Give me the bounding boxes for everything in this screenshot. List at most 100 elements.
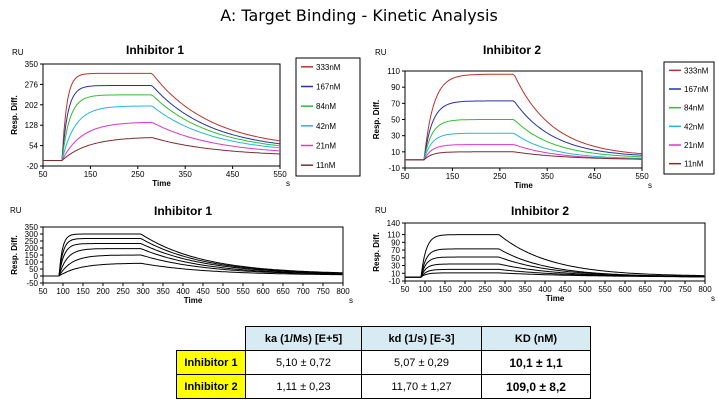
legend-label: 333nM <box>684 66 709 75</box>
x-tick-label: 250 <box>116 287 130 296</box>
x-tick-label: 100 <box>418 285 432 294</box>
x-tick-label: 200 <box>458 285 472 294</box>
chart-title: Inhibitor 1 <box>126 43 184 57</box>
series-line-167nM <box>43 85 281 161</box>
y-tick-label: 350 <box>25 223 39 232</box>
legend-label: 11nM <box>316 161 336 170</box>
x-unit-label: s <box>286 179 290 188</box>
x-axis-label: Time <box>152 179 171 188</box>
y-tick-label: 50 <box>29 265 38 274</box>
table-row: Inhibitor 2 1,11 ± 0,23 11,70 ± 1,27 109… <box>176 374 591 399</box>
cell-KD: 109,0 ± 8,2 <box>481 374 591 399</box>
header-ka: ka (1/Ms) [E+5] <box>245 326 362 351</box>
x-unit-label: s <box>648 181 652 190</box>
y-tick-label: -10 <box>388 277 400 286</box>
y-tick-label: 110 <box>387 231 400 240</box>
x-tick-label: 50 <box>401 285 410 294</box>
x-tick-label: 500 <box>578 285 592 294</box>
chart-title: Inhibitor 2 <box>511 204 569 218</box>
x-tick-label: 100 <box>56 287 70 296</box>
x-axis-label: Time <box>546 294 565 303</box>
kinetics-table: ka (1/Ms) [E+5] kd (1/s) [E-3] KD (nM) I… <box>176 326 591 399</box>
row-label: Inhibitor 1 <box>176 350 246 375</box>
series-line-333nM <box>405 73 643 161</box>
x-tick-label: 150 <box>84 170 98 179</box>
cell-ka: 1,11 ± 0,23 <box>245 374 362 399</box>
y-tick-label: 90 <box>391 83 400 92</box>
series-line-5 <box>43 262 343 277</box>
series-line-42nM <box>405 132 642 161</box>
y-tick-label: 10 <box>391 269 400 278</box>
series-line-167nM <box>405 100 643 161</box>
x-tick-label: 350 <box>541 172 555 181</box>
y-tick-label: 100 <box>25 258 39 267</box>
y-tick-label: 350 <box>25 60 39 69</box>
x-unit-label: s <box>711 294 715 303</box>
row-label: Inhibitor 2 <box>176 374 246 399</box>
y-axis-label: Resp. Diff. <box>372 232 381 272</box>
series-line-11nM <box>43 137 281 161</box>
series-line-11nM <box>405 151 642 161</box>
x-tick-label: 150 <box>446 172 460 181</box>
x-tick-label: 350 <box>179 170 193 179</box>
plot-frame <box>404 222 706 282</box>
y-tick-label: 0 <box>34 272 39 281</box>
x-tick-label: 400 <box>538 285 552 294</box>
y-tick-label: 30 <box>391 132 400 141</box>
legend-label: 167nM <box>316 83 341 92</box>
x-tick-label: 450 <box>226 170 240 179</box>
y-axis-label: Resp. Diff. <box>10 95 19 135</box>
cell-kd: 5,07 ± 0,29 <box>361 350 482 375</box>
y-tick-label: -50 <box>26 279 38 288</box>
y-tick-label: 202 <box>25 101 39 110</box>
y-axis-label: Resp. Diff. <box>372 100 381 140</box>
header-KD: KD (nM) <box>481 326 591 351</box>
x-tick-label: 50 <box>401 172 410 181</box>
y-axis-label: Resp. Diff. <box>10 235 19 275</box>
x-tick-label: 500 <box>216 287 230 296</box>
series-line-5 <box>405 272 705 278</box>
x-tick-label: 750 <box>316 287 330 296</box>
y-unit-label: RU <box>10 206 22 215</box>
series-line-42nM <box>43 105 281 161</box>
legend-label: 167nM <box>684 85 709 94</box>
legend-box <box>663 61 715 175</box>
x-tick-label: 300 <box>498 285 512 294</box>
x-axis-label: Time <box>514 181 533 190</box>
x-tick-label: 150 <box>76 287 90 296</box>
plot-frame <box>42 63 281 167</box>
x-tick-label: 250 <box>131 170 145 179</box>
x-tick-label: 550 <box>273 170 287 179</box>
y-tick-label: 150 <box>25 251 39 260</box>
x-tick-label: 50 <box>39 170 48 179</box>
y-tick-label: 250 <box>25 237 39 246</box>
y-tick-label: 300 <box>25 230 39 239</box>
y-unit-label: RU <box>375 206 387 215</box>
x-tick-label: 650 <box>638 285 652 294</box>
x-tick-label: 800 <box>336 287 350 296</box>
x-tick-label: 250 <box>493 172 507 181</box>
y-tick-label: 200 <box>25 244 39 253</box>
x-tick-label: 400 <box>176 287 190 296</box>
x-tick-label: 250 <box>478 285 492 294</box>
x-tick-label: 300 <box>136 287 150 296</box>
y-unit-label: RU <box>375 48 387 57</box>
y-tick-label: 110 <box>387 67 400 76</box>
x-tick-label: 450 <box>558 285 572 294</box>
x-axis-label: Time <box>184 296 203 305</box>
y-tick-label: 54 <box>29 142 38 151</box>
legend-label: 42nM <box>316 122 336 131</box>
y-tick-label: -10 <box>388 164 400 173</box>
y-tick-label: 30 <box>391 262 400 271</box>
x-tick-label: 550 <box>635 172 649 181</box>
series-line-333nM <box>43 72 281 161</box>
y-tick-label: 128 <box>25 121 39 130</box>
x-tick-label: 550 <box>598 285 612 294</box>
cell-kd: 11,70 ± 1,27 <box>361 374 482 399</box>
legend-label: 11nM <box>684 160 704 169</box>
x-tick-label: 700 <box>658 285 672 294</box>
